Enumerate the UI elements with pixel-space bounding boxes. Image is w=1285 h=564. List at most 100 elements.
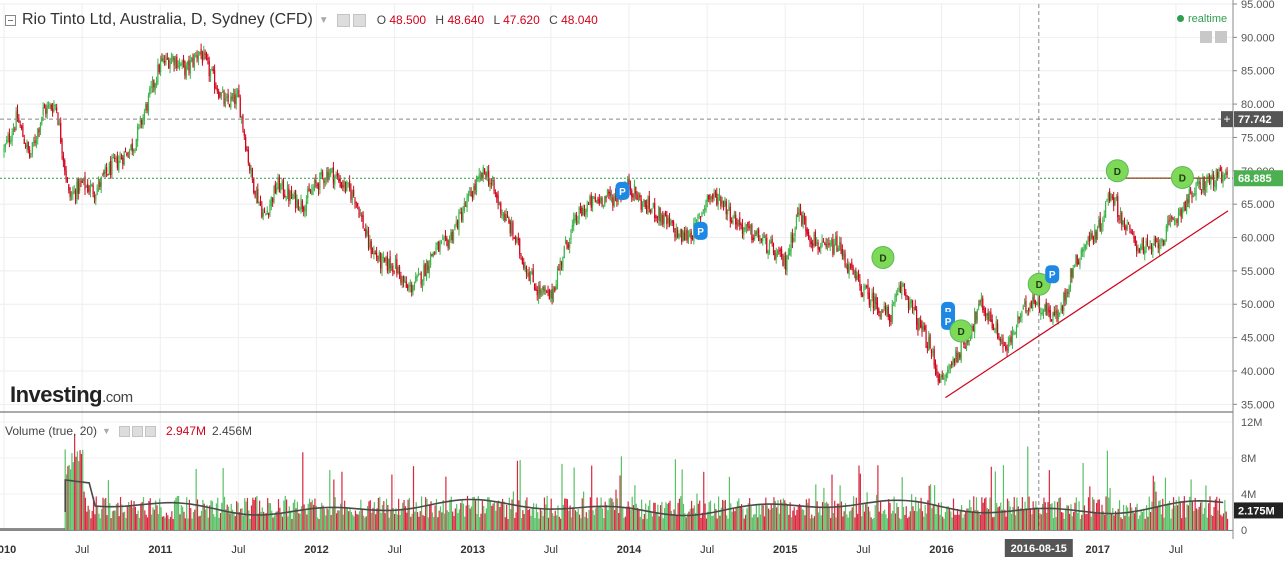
volume-bar [110,518,112,530]
candle-body [164,60,166,63]
volume-tick-label: 0 [1241,525,1247,537]
candle-body [312,188,314,190]
volume-bar [524,500,527,530]
volume-bar [549,508,551,530]
candle-body [932,351,934,353]
candle-body [62,155,64,162]
volume-bar [306,514,308,530]
volume-bar [294,499,296,530]
open-value: 48.500 [389,13,427,27]
volume-bar [510,509,512,530]
candle-body [289,191,291,201]
chevron-down-icon[interactable]: ▼ [318,14,329,26]
candle-body [555,284,557,290]
volume-bar [325,515,327,530]
volume-bar [866,492,868,530]
volume-bar [102,497,104,530]
volume-bar [839,485,841,530]
volume-bar [794,515,797,530]
volume-bar [483,505,485,530]
volume-bar [1016,497,1018,530]
candle-body [292,197,294,199]
volume-bar [484,513,486,530]
volume-bar [637,507,639,530]
volume-bar [337,510,339,530]
candle-body [27,141,29,151]
candle-body [390,263,393,271]
volume-bar [74,434,76,530]
candle-body [1156,241,1158,243]
eye-icon[interactable] [336,13,350,27]
volume-bar [705,518,708,530]
candle-body [61,140,63,154]
volume-bar [99,518,101,530]
volume-bar [1155,491,1157,530]
candle-body [1024,302,1026,305]
candle-body [917,323,919,331]
candle-body [860,286,862,296]
eye-icon[interactable] [118,425,130,437]
candle-body [1167,221,1169,229]
close-icon[interactable] [144,425,156,437]
candle-body [821,240,823,246]
candle-body [323,178,325,184]
candle-body [509,221,511,234]
candle-body [427,260,429,271]
volume-bar [572,507,574,530]
volume-bar [1012,506,1014,530]
candle-body [1075,254,1077,266]
volume-bar [476,513,478,530]
candle-body [350,188,352,200]
candle-body [362,215,364,229]
volume-bar [129,505,131,530]
candle-body [924,325,926,331]
volume-bar [896,502,898,530]
candle-body [461,211,463,221]
candle-body [85,185,87,188]
volume-bar [1185,517,1187,530]
symbol-title[interactable]: Rio Tinto Ltd, Australia, D, Sydney (CFD… [22,11,313,28]
volume-bar [672,514,674,530]
volume-bar [938,502,940,530]
volume-bar [1010,513,1013,530]
candle-body [864,286,866,288]
chevron-down-icon[interactable]: ▼ [102,426,111,436]
volume-bar [534,517,536,530]
candle-body [959,353,961,358]
candle-body [783,255,785,266]
volume-bar [781,502,783,530]
candle-body [1130,231,1132,233]
volume-bar [807,502,809,530]
candle-body [1079,259,1081,267]
candle-body [31,142,33,154]
volume-bar [632,505,635,530]
candle-body [203,51,205,61]
volume-bar [91,510,93,530]
candle-body [106,167,108,173]
candle-body [643,199,645,203]
volume-label[interactable]: Volume (true, 20) [5,424,98,438]
upload-icon[interactable] [1215,31,1227,43]
collapse-icon[interactable] [5,14,16,26]
candle-body [1217,172,1219,178]
volume-bar [408,497,411,530]
candle-body [655,216,657,219]
candle-body [720,196,722,207]
candle-body [315,179,317,184]
volume-bar [491,505,493,530]
volume-bar [909,511,911,530]
settings-icon[interactable] [131,425,143,437]
volume-bar [605,504,608,530]
volume-bar [445,476,447,530]
settings-icon[interactable] [352,13,366,27]
candle-body [1055,310,1057,315]
volume-bar [71,453,73,530]
volume-bar [506,504,508,530]
volume-bar [959,510,961,530]
volume-bar [319,508,321,530]
candle-body [805,218,807,232]
download-icon[interactable] [1200,31,1212,43]
y-tick-label: 35.000 [1241,399,1275,411]
